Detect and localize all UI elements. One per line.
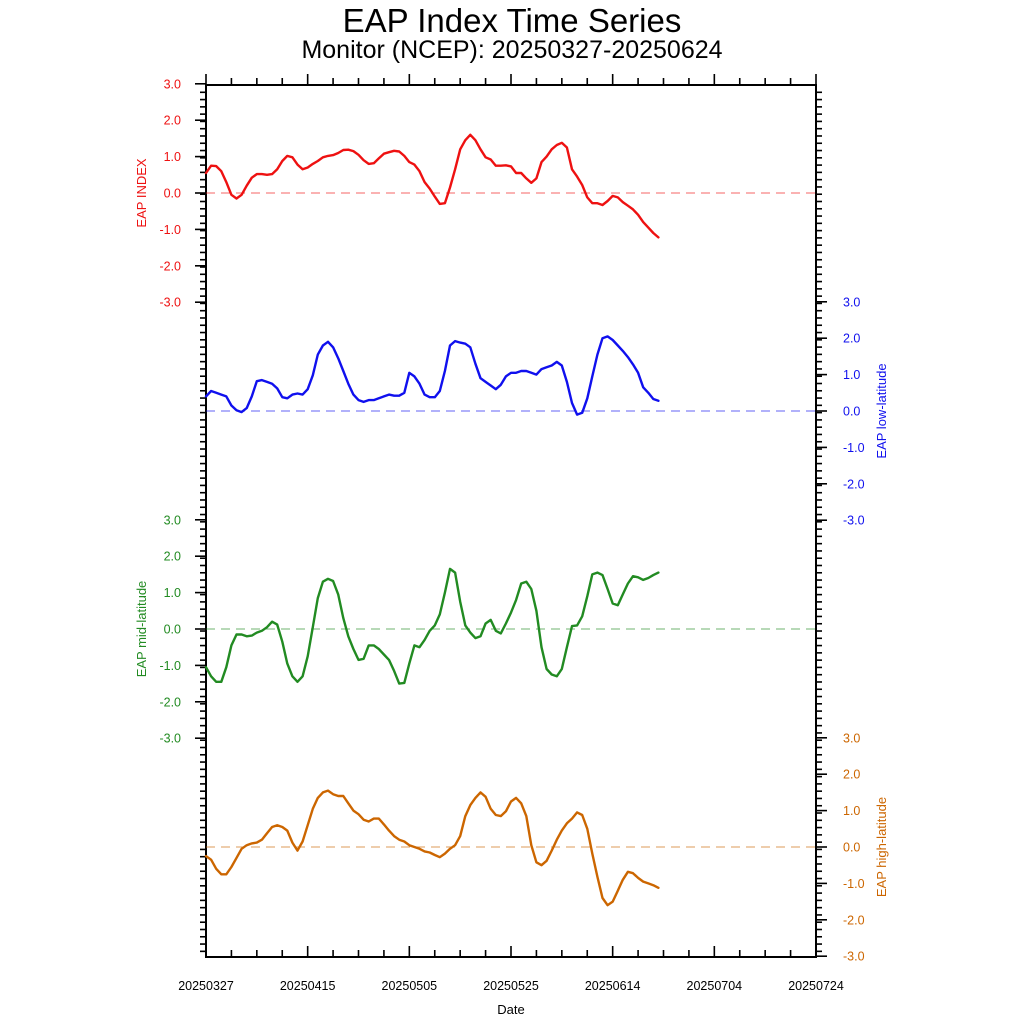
y-tick-label: 1.0: [164, 150, 181, 164]
y-tick-label: -2.0: [843, 477, 865, 491]
y-tick-label: 3.0: [164, 513, 181, 527]
y-tick-label: 3.0: [843, 731, 860, 745]
y-axis-title-2: EAP low-latitude: [874, 363, 889, 458]
y-tick-label: -2.0: [843, 913, 865, 927]
y-tick-labels: 3.0 2.0 1.0 0.0 -1.0 -2.0 -3.0 3.0 2.0 1.0 0.0 -1.0…: [159, 77, 864, 963]
chart-subtitle: Monitor (NCEP): 20250327-20250624: [301, 36, 723, 64]
y-tick-label: 3.0: [164, 77, 181, 91]
chart-title: EAP Index Time Series: [342, 2, 682, 39]
x-axis-title: Date: [497, 1002, 524, 1017]
y-tick-label: -3.0: [159, 732, 181, 746]
y-tick-label: 2.0: [164, 114, 181, 128]
y-axis-title-4: EAP high-latitude: [874, 797, 889, 897]
y-tick-label: 1.0: [843, 804, 860, 818]
x-tick-label: 20250724: [788, 979, 844, 993]
y-tick-label: 2.0: [843, 332, 860, 346]
y-tick-label: 0.0: [843, 841, 860, 855]
series-line-2: [204, 335, 660, 416]
series-line-1: [204, 133, 660, 239]
y-tick-label: 0.0: [843, 405, 860, 419]
y-tick-label: 1.0: [164, 586, 181, 600]
plot-frame: [205, 84, 817, 958]
x-tick-labels: 20250327 20250415 20250505 20250525 20250614…: [178, 979, 844, 993]
y-tick-label: 1.0: [843, 368, 860, 382]
zero-baselines: [206, 192, 816, 848]
y-tick-label: -1.0: [843, 877, 865, 891]
y-tick-label: 0.0: [164, 187, 181, 201]
y-tick-label: -1.0: [159, 659, 181, 673]
axis-titles: Date EAP INDEX EAP low-latitude EAP mid-lat…: [134, 158, 889, 1017]
y-axis-title-1: EAP INDEX: [134, 158, 149, 227]
y-tick-label: -3.0: [843, 950, 865, 964]
y-tick-label: -2.0: [159, 259, 181, 273]
x-tick-label: 20250525: [483, 979, 539, 993]
y-axis-title-3: EAP mid-latitude: [134, 581, 149, 678]
series-line-3: [204, 567, 660, 685]
y-tick-label: 0.0: [164, 623, 181, 637]
y-tick-label: 3.0: [843, 295, 860, 309]
y-tick-label: -2.0: [159, 695, 181, 709]
y-tick-label: -3.0: [843, 514, 865, 528]
y-tick-label: -1.0: [159, 223, 181, 237]
series-line-4: [204, 789, 660, 907]
x-tick-label: 20250704: [687, 979, 743, 993]
y-tick-label: 2.0: [843, 768, 860, 782]
y-tick-label: -1.0: [843, 441, 865, 455]
y-tick-label: 2.0: [164, 550, 181, 564]
axis-ticks: [195, 74, 827, 958]
x-tick-label: 20250505: [382, 979, 438, 993]
y-tick-label: -3.0: [159, 296, 181, 310]
series-lines: [204, 133, 660, 907]
x-tick-label: 20250614: [585, 979, 641, 993]
x-tick-label: 20250415: [280, 979, 336, 993]
x-tick-label: 20250327: [178, 979, 234, 993]
